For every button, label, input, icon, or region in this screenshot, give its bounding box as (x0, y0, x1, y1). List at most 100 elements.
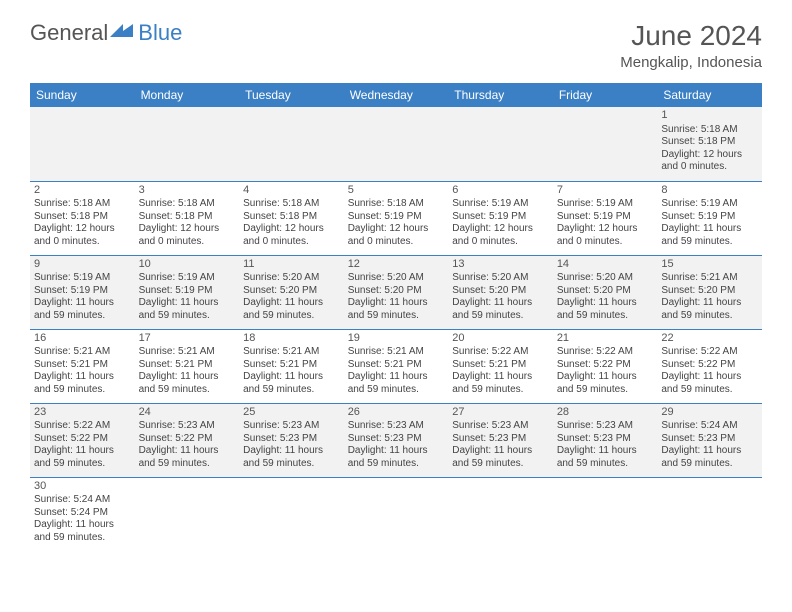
day-daylight1: Daylight: 11 hours (243, 445, 340, 458)
day-daylight2: and 0 minutes. (348, 236, 445, 249)
day-daylight2: and 59 minutes. (557, 384, 654, 397)
day-daylight1: Daylight: 11 hours (661, 297, 758, 310)
day-sunset: Sunset: 5:19 PM (348, 211, 445, 224)
calendar-day-cell: 7Sunrise: 5:19 AMSunset: 5:19 PMDaylight… (553, 181, 658, 255)
day-number: 24 (139, 406, 236, 420)
day-number: 3 (139, 184, 236, 198)
calendar-day-cell: 22Sunrise: 5:22 AMSunset: 5:22 PMDayligh… (657, 329, 762, 403)
month-title: June 2024 (620, 20, 762, 52)
day-sunset: Sunset: 5:21 PM (348, 359, 445, 372)
day-sunrise: Sunrise: 5:20 AM (452, 272, 549, 285)
day-sunset: Sunset: 5:19 PM (557, 211, 654, 224)
day-daylight2: and 59 minutes. (452, 310, 549, 323)
calendar-day-cell: 9Sunrise: 5:19 AMSunset: 5:19 PMDaylight… (30, 255, 135, 329)
day-sunrise: Sunrise: 5:22 AM (34, 420, 131, 433)
day-daylight2: and 59 minutes. (661, 236, 758, 249)
day-sunrise: Sunrise: 5:22 AM (661, 346, 758, 359)
calendar-day-cell: 17Sunrise: 5:21 AMSunset: 5:21 PMDayligh… (135, 329, 240, 403)
day-daylight2: and 59 minutes. (34, 532, 131, 545)
day-daylight2: and 59 minutes. (139, 384, 236, 397)
calendar-day-cell: 8Sunrise: 5:19 AMSunset: 5:19 PMDaylight… (657, 181, 762, 255)
calendar-day-cell (657, 477, 762, 551)
calendar-week-row: 16Sunrise: 5:21 AMSunset: 5:21 PMDayligh… (30, 329, 762, 403)
flag-icon (110, 20, 136, 46)
calendar-day-cell (239, 477, 344, 551)
logo: General Blue (30, 20, 182, 46)
day-number: 11 (243, 258, 340, 272)
day-sunrise: Sunrise: 5:18 AM (139, 198, 236, 211)
calendar-day-cell: 15Sunrise: 5:21 AMSunset: 5:20 PMDayligh… (657, 255, 762, 329)
calendar-day-cell: 26Sunrise: 5:23 AMSunset: 5:23 PMDayligh… (344, 403, 449, 477)
logo-text-blue: Blue (138, 20, 182, 46)
calendar-day-cell: 18Sunrise: 5:21 AMSunset: 5:21 PMDayligh… (239, 329, 344, 403)
day-number: 2 (34, 184, 131, 198)
day-sunset: Sunset: 5:19 PM (452, 211, 549, 224)
day-sunset: Sunset: 5:20 PM (661, 285, 758, 298)
calendar-day-cell: 12Sunrise: 5:20 AMSunset: 5:20 PMDayligh… (344, 255, 449, 329)
calendar-day-cell (239, 107, 344, 181)
day-number: 9 (34, 258, 131, 272)
day-number: 4 (243, 184, 340, 198)
calendar-day-cell (344, 477, 449, 551)
calendar-day-cell: 21Sunrise: 5:22 AMSunset: 5:22 PMDayligh… (553, 329, 658, 403)
day-number: 28 (557, 406, 654, 420)
calendar-day-cell: 14Sunrise: 5:20 AMSunset: 5:20 PMDayligh… (553, 255, 658, 329)
day-sunrise: Sunrise: 5:24 AM (661, 420, 758, 433)
day-daylight1: Daylight: 11 hours (348, 445, 445, 458)
calendar-day-cell (553, 107, 658, 181)
day-sunset: Sunset: 5:22 PM (661, 359, 758, 372)
calendar-day-cell: 20Sunrise: 5:22 AMSunset: 5:21 PMDayligh… (448, 329, 553, 403)
location: Mengkalip, Indonesia (620, 54, 762, 71)
day-daylight2: and 0 minutes. (243, 236, 340, 249)
day-daylight1: Daylight: 12 hours (557, 223, 654, 236)
day-sunrise: Sunrise: 5:20 AM (243, 272, 340, 285)
day-sunset: Sunset: 5:18 PM (139, 211, 236, 224)
day-daylight1: Daylight: 11 hours (557, 297, 654, 310)
day-number: 8 (661, 184, 758, 198)
day-sunset: Sunset: 5:21 PM (243, 359, 340, 372)
calendar-day-cell: 6Sunrise: 5:19 AMSunset: 5:19 PMDaylight… (448, 181, 553, 255)
day-daylight1: Daylight: 11 hours (34, 445, 131, 458)
day-sunrise: Sunrise: 5:20 AM (557, 272, 654, 285)
day-number: 17 (139, 332, 236, 346)
day-number: 23 (34, 406, 131, 420)
day-daylight2: and 59 minutes. (34, 458, 131, 471)
calendar-day-cell: 23Sunrise: 5:22 AMSunset: 5:22 PMDayligh… (30, 403, 135, 477)
day-daylight1: Daylight: 12 hours (348, 223, 445, 236)
calendar-day-cell (30, 107, 135, 181)
day-number: 1 (661, 109, 758, 123)
day-sunrise: Sunrise: 5:19 AM (452, 198, 549, 211)
calendar-header-row: Sunday Monday Tuesday Wednesday Thursday… (30, 83, 762, 107)
calendar-week-row: 23Sunrise: 5:22 AMSunset: 5:22 PMDayligh… (30, 403, 762, 477)
day-sunrise: Sunrise: 5:22 AM (557, 346, 654, 359)
day-sunrise: Sunrise: 5:21 AM (348, 346, 445, 359)
calendar-day-cell (135, 477, 240, 551)
calendar-day-cell (135, 107, 240, 181)
day-daylight2: and 59 minutes. (348, 458, 445, 471)
calendar-day-cell: 19Sunrise: 5:21 AMSunset: 5:21 PMDayligh… (344, 329, 449, 403)
day-sunset: Sunset: 5:18 PM (243, 211, 340, 224)
day-header: Saturday (657, 83, 762, 107)
day-number: 12 (348, 258, 445, 272)
day-header: Wednesday (344, 83, 449, 107)
day-number: 10 (139, 258, 236, 272)
day-sunset: Sunset: 5:20 PM (452, 285, 549, 298)
day-sunset: Sunset: 5:23 PM (557, 433, 654, 446)
day-daylight1: Daylight: 11 hours (243, 297, 340, 310)
day-daylight1: Daylight: 11 hours (452, 297, 549, 310)
day-daylight2: and 59 minutes. (452, 384, 549, 397)
calendar-body: 1Sunrise: 5:18 AMSunset: 5:18 PMDaylight… (30, 107, 762, 551)
calendar-day-cell: 10Sunrise: 5:19 AMSunset: 5:19 PMDayligh… (135, 255, 240, 329)
calendar-day-cell: 30Sunrise: 5:24 AMSunset: 5:24 PMDayligh… (30, 477, 135, 551)
day-header: Monday (135, 83, 240, 107)
day-number: 26 (348, 406, 445, 420)
calendar-day-cell: 25Sunrise: 5:23 AMSunset: 5:23 PMDayligh… (239, 403, 344, 477)
day-number: 27 (452, 406, 549, 420)
calendar-day-cell: 29Sunrise: 5:24 AMSunset: 5:23 PMDayligh… (657, 403, 762, 477)
day-daylight1: Daylight: 11 hours (34, 371, 131, 384)
day-sunset: Sunset: 5:19 PM (661, 211, 758, 224)
day-number: 14 (557, 258, 654, 272)
day-number: 6 (452, 184, 549, 198)
day-header: Thursday (448, 83, 553, 107)
day-daylight2: and 0 minutes. (452, 236, 549, 249)
